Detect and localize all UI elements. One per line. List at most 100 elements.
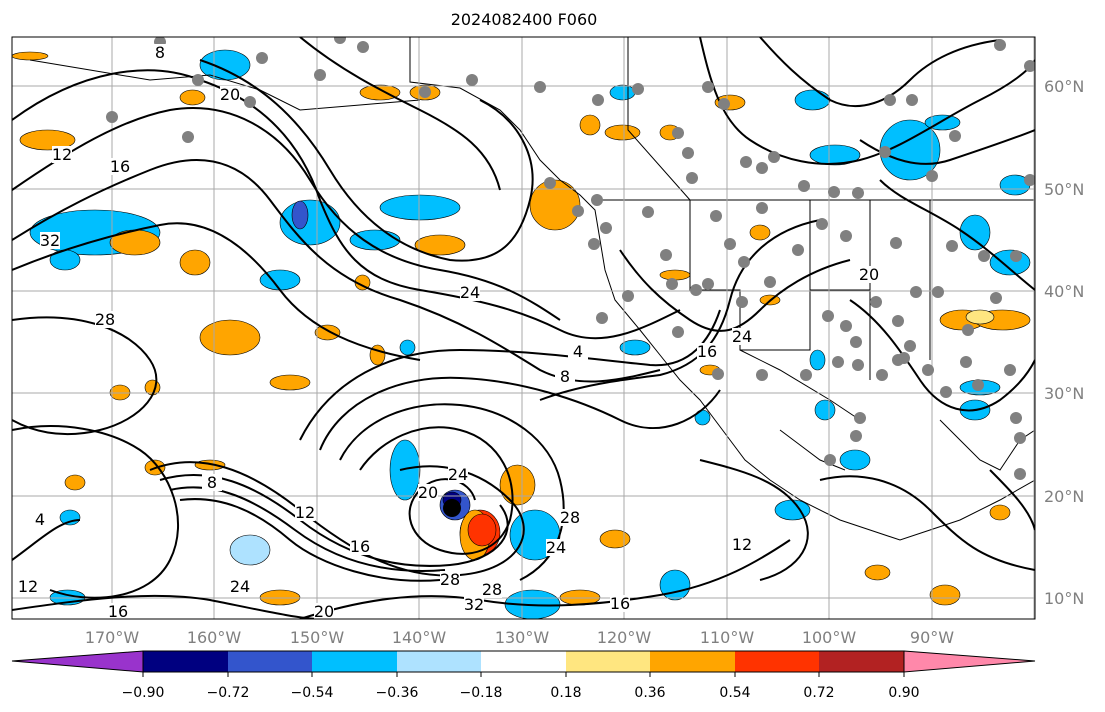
contour-label-bg xyxy=(108,603,128,619)
colorbar-tick-label: 0.72 xyxy=(803,685,834,701)
latitude-tick-label: 10°N xyxy=(1044,589,1084,608)
contour-label-bg xyxy=(95,311,115,328)
colorbar-segment xyxy=(397,651,481,672)
contour-label: 8 xyxy=(207,473,217,492)
anomaly-patch-strong xyxy=(291,200,309,230)
station-marker xyxy=(972,379,984,391)
height-contour xyxy=(299,309,721,441)
contour-label-bg xyxy=(30,511,50,528)
station-marker xyxy=(592,94,604,106)
anomaly-patch xyxy=(179,89,206,106)
station-marker xyxy=(922,364,934,376)
contour-label-bg xyxy=(18,578,38,595)
colorbar-tick-label: −0.18 xyxy=(460,685,503,701)
station-marker xyxy=(822,310,834,322)
longitude-tick-label: 120°W xyxy=(597,628,652,647)
colorbar-segment xyxy=(228,651,312,672)
anomaly-patch xyxy=(989,504,1011,521)
station-marker xyxy=(622,290,634,302)
latitude-tick-label: 20°N xyxy=(1044,487,1084,506)
colorbar-segment xyxy=(650,651,735,672)
station-marker xyxy=(672,326,684,338)
anomaly-patch xyxy=(59,509,81,526)
station-marker xyxy=(314,69,326,81)
contour-label-bg xyxy=(350,538,370,555)
contour-label: 16 xyxy=(110,157,130,176)
station-marker xyxy=(832,356,844,368)
colorbar-tick-label: 0.90 xyxy=(888,685,919,701)
map-frame xyxy=(11,36,1036,620)
contour-label: 28 xyxy=(440,570,460,589)
station-marker xyxy=(828,186,840,198)
anomaly-patch xyxy=(604,124,641,141)
anomaly-patch xyxy=(749,224,771,241)
colorbar-max-arrow xyxy=(903,650,1036,673)
colorbar-segment xyxy=(143,651,228,672)
latitude-axis: 60°N 50°N 40°N 30°N 20°N 10°N xyxy=(1044,77,1084,608)
longitude-tick-label: 130°W xyxy=(495,628,550,647)
anomaly-patch xyxy=(794,89,831,111)
height-contour xyxy=(12,519,81,561)
anomaly-patch xyxy=(379,194,461,221)
contour-label-bg xyxy=(230,578,250,595)
contour-label-bg xyxy=(202,474,222,491)
height-contour xyxy=(12,69,681,340)
contour-label: 28 xyxy=(95,310,115,329)
station-marker xyxy=(244,96,256,108)
colorbar-segment xyxy=(735,651,819,672)
anomaly-patch xyxy=(809,349,826,371)
height-contour xyxy=(179,498,441,582)
station-marker xyxy=(798,180,810,192)
coastline-segment xyxy=(29,59,421,111)
station-marker xyxy=(946,240,958,252)
anomaly-patch xyxy=(19,129,76,151)
station-marker xyxy=(1014,468,1026,480)
station-marker xyxy=(736,296,748,308)
contour-label: 24 xyxy=(546,538,566,557)
contour-label: 20 xyxy=(859,265,879,284)
anomaly-patch xyxy=(314,324,341,341)
contour-label-bg xyxy=(448,466,468,483)
colorbar-tick-label: −0.90 xyxy=(122,685,165,701)
anomaly-patch-strong xyxy=(467,513,497,547)
station-marker xyxy=(632,83,644,95)
station-marker xyxy=(840,320,852,332)
height-contour xyxy=(849,299,1035,412)
contour-label-bg xyxy=(555,368,575,385)
contour-label-bg xyxy=(440,571,460,588)
colorbar: −0.90 −0.72 −0.54 −0.36 −0.18 0.18 0.36 0.54 0.7… xyxy=(11,650,1036,701)
contour-label: 32 xyxy=(464,595,484,614)
contour-label-bg xyxy=(546,539,566,556)
contour-label-bg xyxy=(560,509,580,526)
contour-label: 28 xyxy=(560,508,580,527)
contour-label: 28 xyxy=(482,580,502,599)
height-contour xyxy=(12,107,561,321)
longitude-tick-label: 110°W xyxy=(700,628,755,647)
station-marker xyxy=(357,41,369,53)
anomaly-patch xyxy=(989,249,1031,276)
anomaly-patch xyxy=(199,319,261,356)
height-contour xyxy=(879,179,1035,291)
contour-label-bg xyxy=(220,86,240,103)
contour-label-bg xyxy=(697,343,717,360)
contour-label-bg xyxy=(859,266,879,283)
coastline-segment xyxy=(627,37,691,201)
anomaly-patch xyxy=(929,584,961,606)
anomaly-patch xyxy=(659,569,691,601)
height-contour xyxy=(819,475,1035,571)
station-marker xyxy=(740,156,752,168)
anomaly-patch xyxy=(609,84,636,101)
contour-label: 4 xyxy=(573,342,583,361)
height-contour xyxy=(619,249,851,332)
anomaly-patch xyxy=(659,269,691,281)
anomaly-patch xyxy=(12,51,49,61)
anomaly-patch xyxy=(64,474,86,491)
anomaly-patch xyxy=(349,229,401,251)
latitude-tick-label: 60°N xyxy=(1044,77,1084,96)
anomaly-patch xyxy=(619,339,651,356)
station-marker xyxy=(756,369,768,381)
latitude-tick-label: 40°N xyxy=(1044,282,1084,301)
height-contour xyxy=(759,37,1001,108)
height-contour xyxy=(12,159,661,383)
contour-label: 20 xyxy=(220,85,240,104)
